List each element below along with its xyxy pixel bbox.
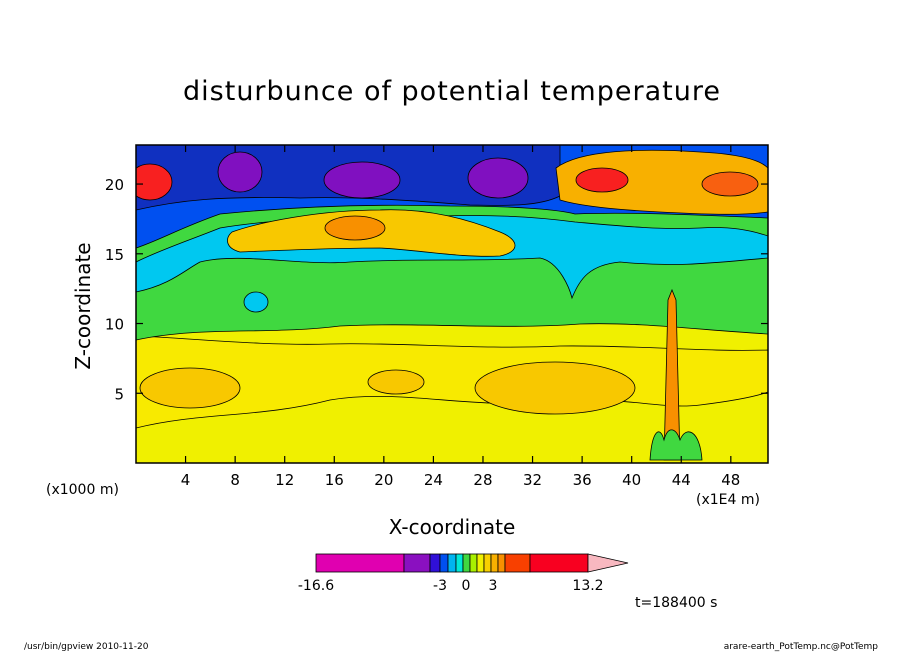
cell-orange-low-left	[139, 367, 241, 409]
x-tick-label: 48	[721, 471, 740, 489]
colorbar-extension	[587, 553, 629, 573]
x-tick-label: 36	[573, 471, 592, 489]
x-axis-title: X-coordinate	[388, 515, 516, 539]
cell-orange-low-mid	[474, 361, 636, 415]
x-tick-label: 28	[473, 471, 492, 489]
colorbar-segment	[483, 553, 492, 573]
x-tick-label: 24	[424, 471, 443, 489]
colorbar-segment	[490, 553, 499, 573]
x-tick-label: 8	[230, 471, 240, 489]
cell-orange-mid	[324, 215, 386, 241]
x-axis-unit-right: (x1E4 m)	[696, 492, 760, 508]
y-axis-title: Z-coordinate	[71, 242, 95, 370]
time-label: t=188400 s	[635, 595, 718, 611]
cell-purple-1	[217, 151, 263, 193]
y-tick-label: 5	[114, 385, 124, 403]
x-tick-label: 4	[181, 471, 191, 489]
colorbar-label: 13.2	[572, 578, 604, 594]
cell-cyan-small	[243, 291, 269, 313]
x-tick-label: 40	[622, 471, 641, 489]
x-tick-label: 32	[523, 471, 542, 489]
plume-base-green	[649, 429, 703, 461]
colorbar-segment	[469, 553, 478, 573]
x-axis-unit-left: (x1000 m)	[46, 482, 119, 498]
colorbar-segment	[315, 553, 405, 573]
y-axis: 5 10 15 20	[105, 176, 768, 403]
colorbar-segment	[462, 553, 471, 573]
cell-orange-low-center	[367, 369, 425, 395]
chart-title: disturbunce of potential temperature	[183, 76, 721, 107]
plot-frame	[135, 144, 769, 464]
footer-left: /usr/bin/gpview 2010-11-20	[24, 642, 149, 652]
band-neg-low	[136, 249, 768, 341]
colorbar-label: -16.6	[297, 578, 335, 594]
colorbar-segment	[529, 553, 589, 573]
colorbar-segment	[403, 553, 431, 573]
colorbar-label: 0	[461, 578, 471, 594]
cell-warm-right	[555, 149, 768, 215]
colorbar-segment	[447, 553, 457, 573]
colorbar-segment	[497, 553, 506, 573]
y-tick-label: 20	[105, 176, 124, 194]
cell-purple-3	[467, 157, 529, 199]
colorbar-segment	[504, 553, 531, 573]
cell-purple-2	[323, 161, 401, 199]
y-tick-label: 10	[105, 316, 124, 334]
colorbar-label: -3	[433, 578, 447, 594]
colorbar	[315, 553, 629, 573]
colorbar-segment	[455, 553, 464, 573]
band-0-to-1	[136, 335, 768, 429]
y-tick-label: 15	[105, 246, 124, 264]
x-tick-label: 44	[672, 471, 691, 489]
footer-right: arare-earth_PotTemp.nc@PotTemp	[723, 642, 878, 652]
contour-fill	[136, 145, 768, 463]
colorbar-segment	[439, 553, 449, 573]
colorbar-segment	[429, 553, 441, 573]
x-tick-label: 12	[275, 471, 294, 489]
x-tick-label: 16	[325, 471, 344, 489]
cell-red-right-2	[701, 171, 759, 197]
x-tick-label: 20	[374, 471, 393, 489]
x-axis: 4 8 12 16 20 24 28 32 36 40 44 48	[181, 145, 740, 489]
cell-red-right-1	[575, 167, 629, 193]
cell-red-left	[136, 163, 173, 201]
colorbar-segment	[476, 553, 485, 573]
colorbar-label: 3	[488, 578, 498, 594]
